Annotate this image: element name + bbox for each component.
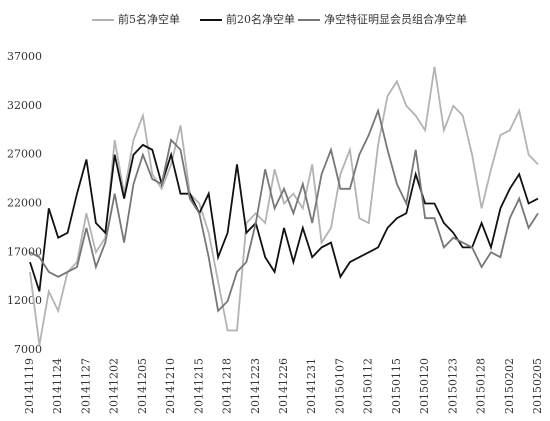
legend-label: 前20名净空单 [226, 12, 295, 26]
y-tick-label: 37000 [7, 50, 42, 63]
series-line [29, 143, 539, 292]
legend-label: 前5名净空单 [118, 12, 180, 26]
x-tick-label: 20141205 [136, 358, 149, 414]
x-tick-label: 20150115 [390, 358, 403, 414]
x-tick-label: 20150120 [418, 358, 431, 414]
x-tick-label: 20150128 [475, 358, 488, 414]
series-line [29, 107, 539, 313]
x-tick-label: 20150123 [446, 358, 459, 414]
x-tick-label: 20141226 [277, 358, 290, 414]
x-tick-label: 20141124 [51, 358, 64, 414]
y-tick-label: 32000 [7, 99, 42, 112]
x-tick-label: 20141218 [221, 358, 234, 414]
y-tick-label: 17000 [7, 245, 42, 258]
x-tick-label: 20141127 [79, 358, 92, 414]
x-tick-label: 20150112 [362, 358, 375, 414]
x-tick-label: 20141202 [108, 358, 121, 414]
series-line [29, 66, 539, 346]
y-tick-label: 12000 [7, 294, 42, 307]
x-tick-label: 20141210 [164, 358, 177, 414]
x-tick-label: 20141231 [305, 358, 318, 414]
x-tick-label: 20150202 [503, 358, 516, 414]
x-tick-label: 20141223 [249, 358, 262, 414]
x-tick-label: 20150205 [531, 358, 544, 414]
y-tick-label: 22000 [7, 197, 42, 210]
x-tick-label: 20141215 [192, 358, 205, 414]
y-tick-label: 27000 [7, 148, 42, 161]
x-tick-label: 20150107 [333, 358, 346, 414]
y-tick-label: 7000 [14, 343, 42, 356]
x-tick-label: 20141119 [23, 358, 36, 414]
legend-label: 净空特征明显会员组合净空单 [324, 12, 467, 26]
